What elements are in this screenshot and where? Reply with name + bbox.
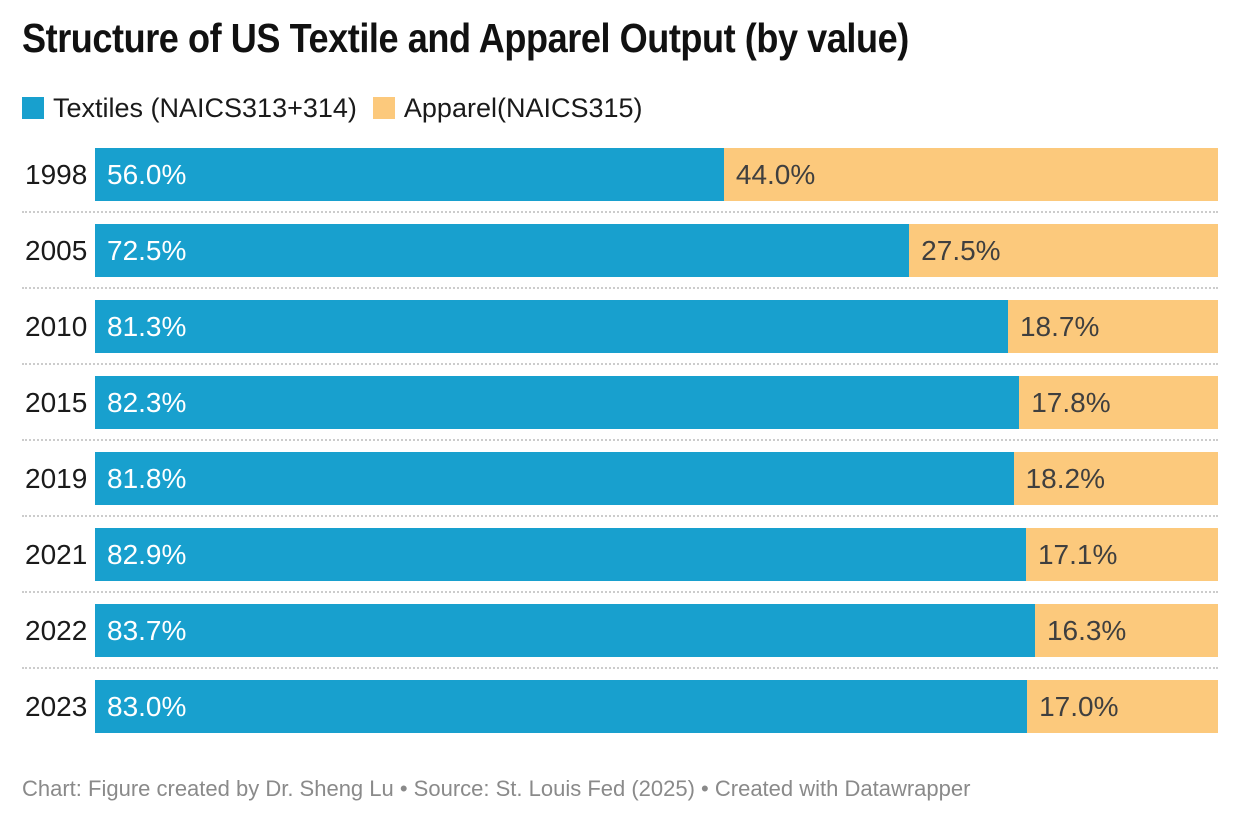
textiles-value-label: 72.5%	[107, 234, 187, 266]
bar-row: 2022 83.7% 16.3%	[22, 604, 1218, 657]
apparel-segment: 17.0%	[1027, 680, 1218, 733]
year-label: 2019	[25, 463, 88, 494]
row-separator	[22, 591, 1218, 593]
textiles-value-label: 83.0%	[107, 690, 187, 722]
textiles-segment: 56.0%	[95, 148, 724, 201]
row-separator	[22, 287, 1218, 289]
apparel-segment: 18.2%	[1013, 452, 1218, 505]
bar-row: 2005 72.5% 27.5%	[22, 224, 1218, 277]
bar-row: 2021 82.9% 17.1%	[22, 528, 1218, 581]
year-label: 2005	[25, 235, 88, 266]
apparel-value-label: 17.1%	[1037, 538, 1118, 570]
year-label: 2021	[25, 539, 88, 570]
textiles-segment: 83.7%	[95, 604, 1035, 657]
apparel-value-label: 17.8%	[1031, 386, 1111, 418]
stacked-bar: 83.0% 17.0%	[95, 680, 1218, 733]
textiles-segment: 72.5%	[95, 224, 910, 277]
textiles-value-label: 56.0%	[107, 158, 187, 190]
textiles-value-label: 81.3%	[107, 310, 187, 342]
textiles-segment: 83.0%	[95, 680, 1028, 733]
row-separator	[22, 211, 1218, 213]
year-label: 2010	[25, 311, 88, 342]
year-label: 1998	[25, 159, 88, 190]
apparel-value-label: 17.0%	[1039, 690, 1119, 722]
apparel-value-label: 27.5%	[921, 234, 1001, 266]
bar-row: 2023 83.0% 17.0%	[22, 680, 1218, 733]
year-label: 2015	[25, 387, 88, 418]
stacked-bar: 82.3% 17.8%	[95, 376, 1218, 429]
legend: Textiles (NAICS313+314) Apparel(NAICS315…	[22, 93, 1218, 123]
apparel-value-label: 16.3%	[1046, 614, 1127, 646]
stacked-bar: 82.9% 17.1%	[95, 528, 1218, 581]
apparel-value-label: 44.0%	[735, 158, 816, 190]
apparel-segment: 44.0%	[723, 148, 1218, 201]
year-label: 2023	[25, 691, 88, 722]
textiles-value-label: 82.3%	[107, 386, 187, 418]
textiles-segment: 82.3%	[95, 376, 1020, 429]
legend-item-apparel: Apparel(NAICS315)	[372, 93, 643, 123]
textiles-value-label: 81.8%	[107, 462, 187, 494]
bar-row: 2019 81.8% 18.2%	[22, 452, 1218, 505]
chart-footer: Chart: Figure created by Dr. Sheng Lu • …	[22, 776, 971, 801]
stacked-bar: 56.0% 44.0%	[95, 148, 1218, 201]
textiles-segment: 81.8%	[95, 452, 1014, 505]
apparel-segment: 27.5%	[909, 224, 1218, 277]
textiles-segment: 81.3%	[95, 300, 1008, 353]
bar-row: 2010 81.3% 18.7%	[22, 300, 1218, 353]
bar-row: 2015 82.3% 17.8%	[22, 376, 1218, 429]
row-separator	[22, 439, 1218, 441]
stacked-bar: 83.7% 16.3%	[95, 604, 1218, 657]
legend-label-textiles: Textiles (NAICS313+314)	[53, 93, 357, 123]
year-label: 2022	[25, 615, 88, 646]
legend-label-apparel: Apparel(NAICS315)	[403, 93, 643, 123]
apparel-segment: 17.1%	[1025, 528, 1218, 581]
apparel-swatch-icon	[372, 97, 395, 119]
stacked-bar: 72.5% 27.5%	[95, 224, 1218, 277]
textiles-swatch-icon	[22, 97, 44, 119]
legend-item-textiles: Textiles (NAICS313+314)	[22, 93, 357, 123]
textiles-value-label: 83.7%	[107, 614, 187, 646]
apparel-value-label: 18.7%	[1019, 310, 1100, 342]
chart-title: Structure of US Textile and Apparel Outp…	[22, 15, 909, 61]
apparel-segment: 17.8%	[1019, 376, 1218, 429]
stacked-bar: 81.8% 18.2%	[95, 452, 1218, 505]
apparel-segment: 18.7%	[1007, 300, 1218, 353]
apparel-value-label: 18.2%	[1025, 462, 1106, 494]
textiles-segment: 82.9%	[95, 528, 1026, 581]
apparel-segment: 16.3%	[1034, 604, 1218, 657]
stacked-bar: 81.3% 18.7%	[95, 300, 1218, 353]
row-separator	[22, 363, 1218, 365]
textiles-value-label: 82.9%	[107, 538, 187, 570]
bar-row: 1998 56.0% 44.0%	[22, 148, 1218, 201]
row-separator	[22, 667, 1218, 669]
bar-chart: 1998 56.0% 44.0% 2005 72.5% 27.5% 2010 81.3% 18.…	[22, 148, 1218, 733]
row-separator	[22, 515, 1218, 517]
